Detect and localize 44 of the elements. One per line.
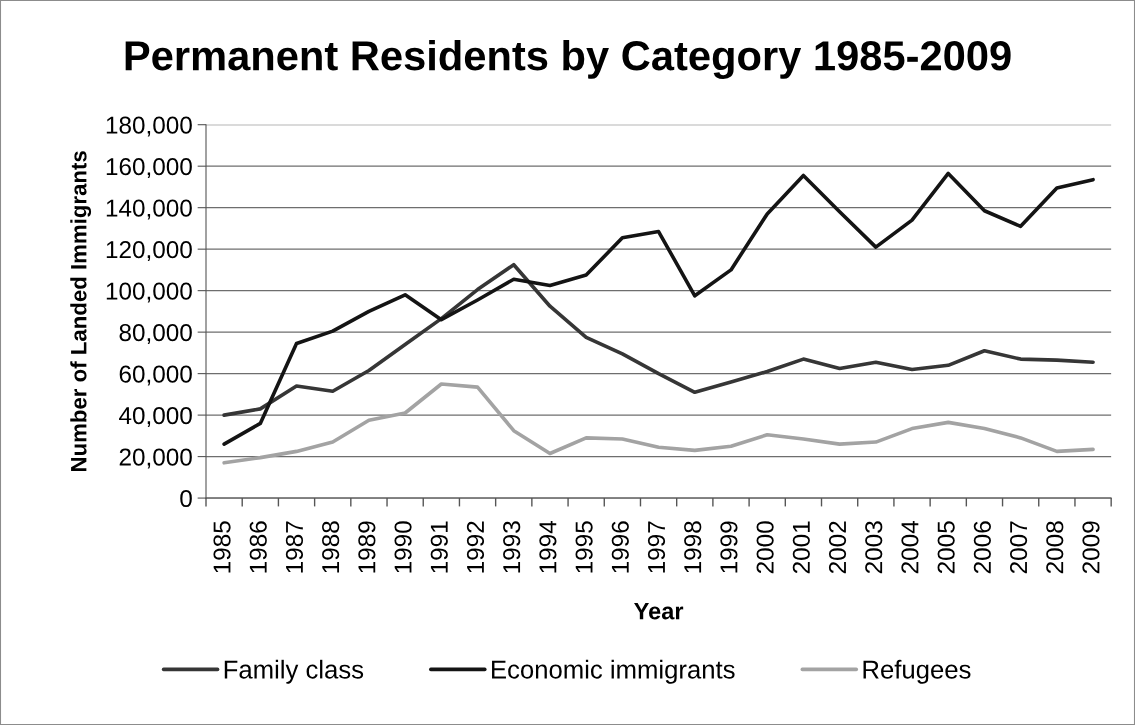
x-tick-label: 1993: [503, 521, 521, 573]
y-axis-title: Number of Landed Immigrants: [70, 151, 92, 472]
y-tick-label: 60,000: [119, 365, 192, 386]
x-tick-label: 1987: [285, 521, 304, 573]
line-series: [222, 171, 1095, 446]
y-tick-label: 0: [180, 489, 192, 508]
legend-label: Economic immigrants: [492, 659, 735, 684]
x-tick-label: 2003: [865, 521, 883, 574]
legend-label: Family class: [224, 659, 364, 684]
x-tick-label: 2002: [828, 521, 847, 574]
x-tick-label: 1998: [684, 521, 702, 573]
x-tick-label: 1985: [213, 521, 231, 573]
x-tick-label: 2001: [792, 521, 810, 574]
x-axis-title: Year: [634, 603, 684, 620]
x-tick-label: 1991: [430, 521, 448, 573]
line-series: [222, 262, 1095, 417]
x-tick-label: 2000: [756, 521, 774, 574]
y-tick-label: 160,000: [106, 158, 192, 179]
x-tick-label: 1999: [720, 521, 738, 573]
x-tick-label: 1994: [539, 521, 557, 573]
y-tick-label: 40,000: [119, 406, 192, 428]
y-tick-label: 100,000: [106, 282, 192, 303]
chart-title: Permanent Residents by Category 1985-2009: [125, 39, 1011, 79]
x-tick-label: 2005: [937, 521, 955, 574]
x-tick-label: 1996: [611, 521, 629, 573]
y-tick-label: 120,000: [106, 240, 192, 262]
legend-label: Refugees: [863, 659, 971, 684]
x-tick-label: 2004: [901, 521, 919, 574]
y-tick-label: 20,000: [119, 448, 192, 469]
x-tick-label: 1990: [394, 521, 412, 573]
y-tick-label: 180,000: [106, 116, 192, 137]
x-tick-label: 2008: [1046, 521, 1064, 574]
y-tick-label: 140,000: [106, 199, 192, 220]
x-tick-label: 1997: [647, 521, 666, 573]
x-tick-label: 2006: [973, 521, 991, 574]
x-tick-label: 1995: [575, 521, 593, 573]
x-tick-label: 2009: [1082, 521, 1100, 574]
x-tick-label: 2007: [1009, 521, 1028, 574]
y-tick-label: 80,000: [119, 323, 192, 345]
x-tick-label: 1992: [466, 521, 485, 573]
x-tick-label: 1986: [249, 521, 267, 573]
x-tick-label: 1988: [322, 521, 340, 573]
x-tick-label: 1989: [358, 521, 376, 573]
line-series: [222, 382, 1095, 465]
